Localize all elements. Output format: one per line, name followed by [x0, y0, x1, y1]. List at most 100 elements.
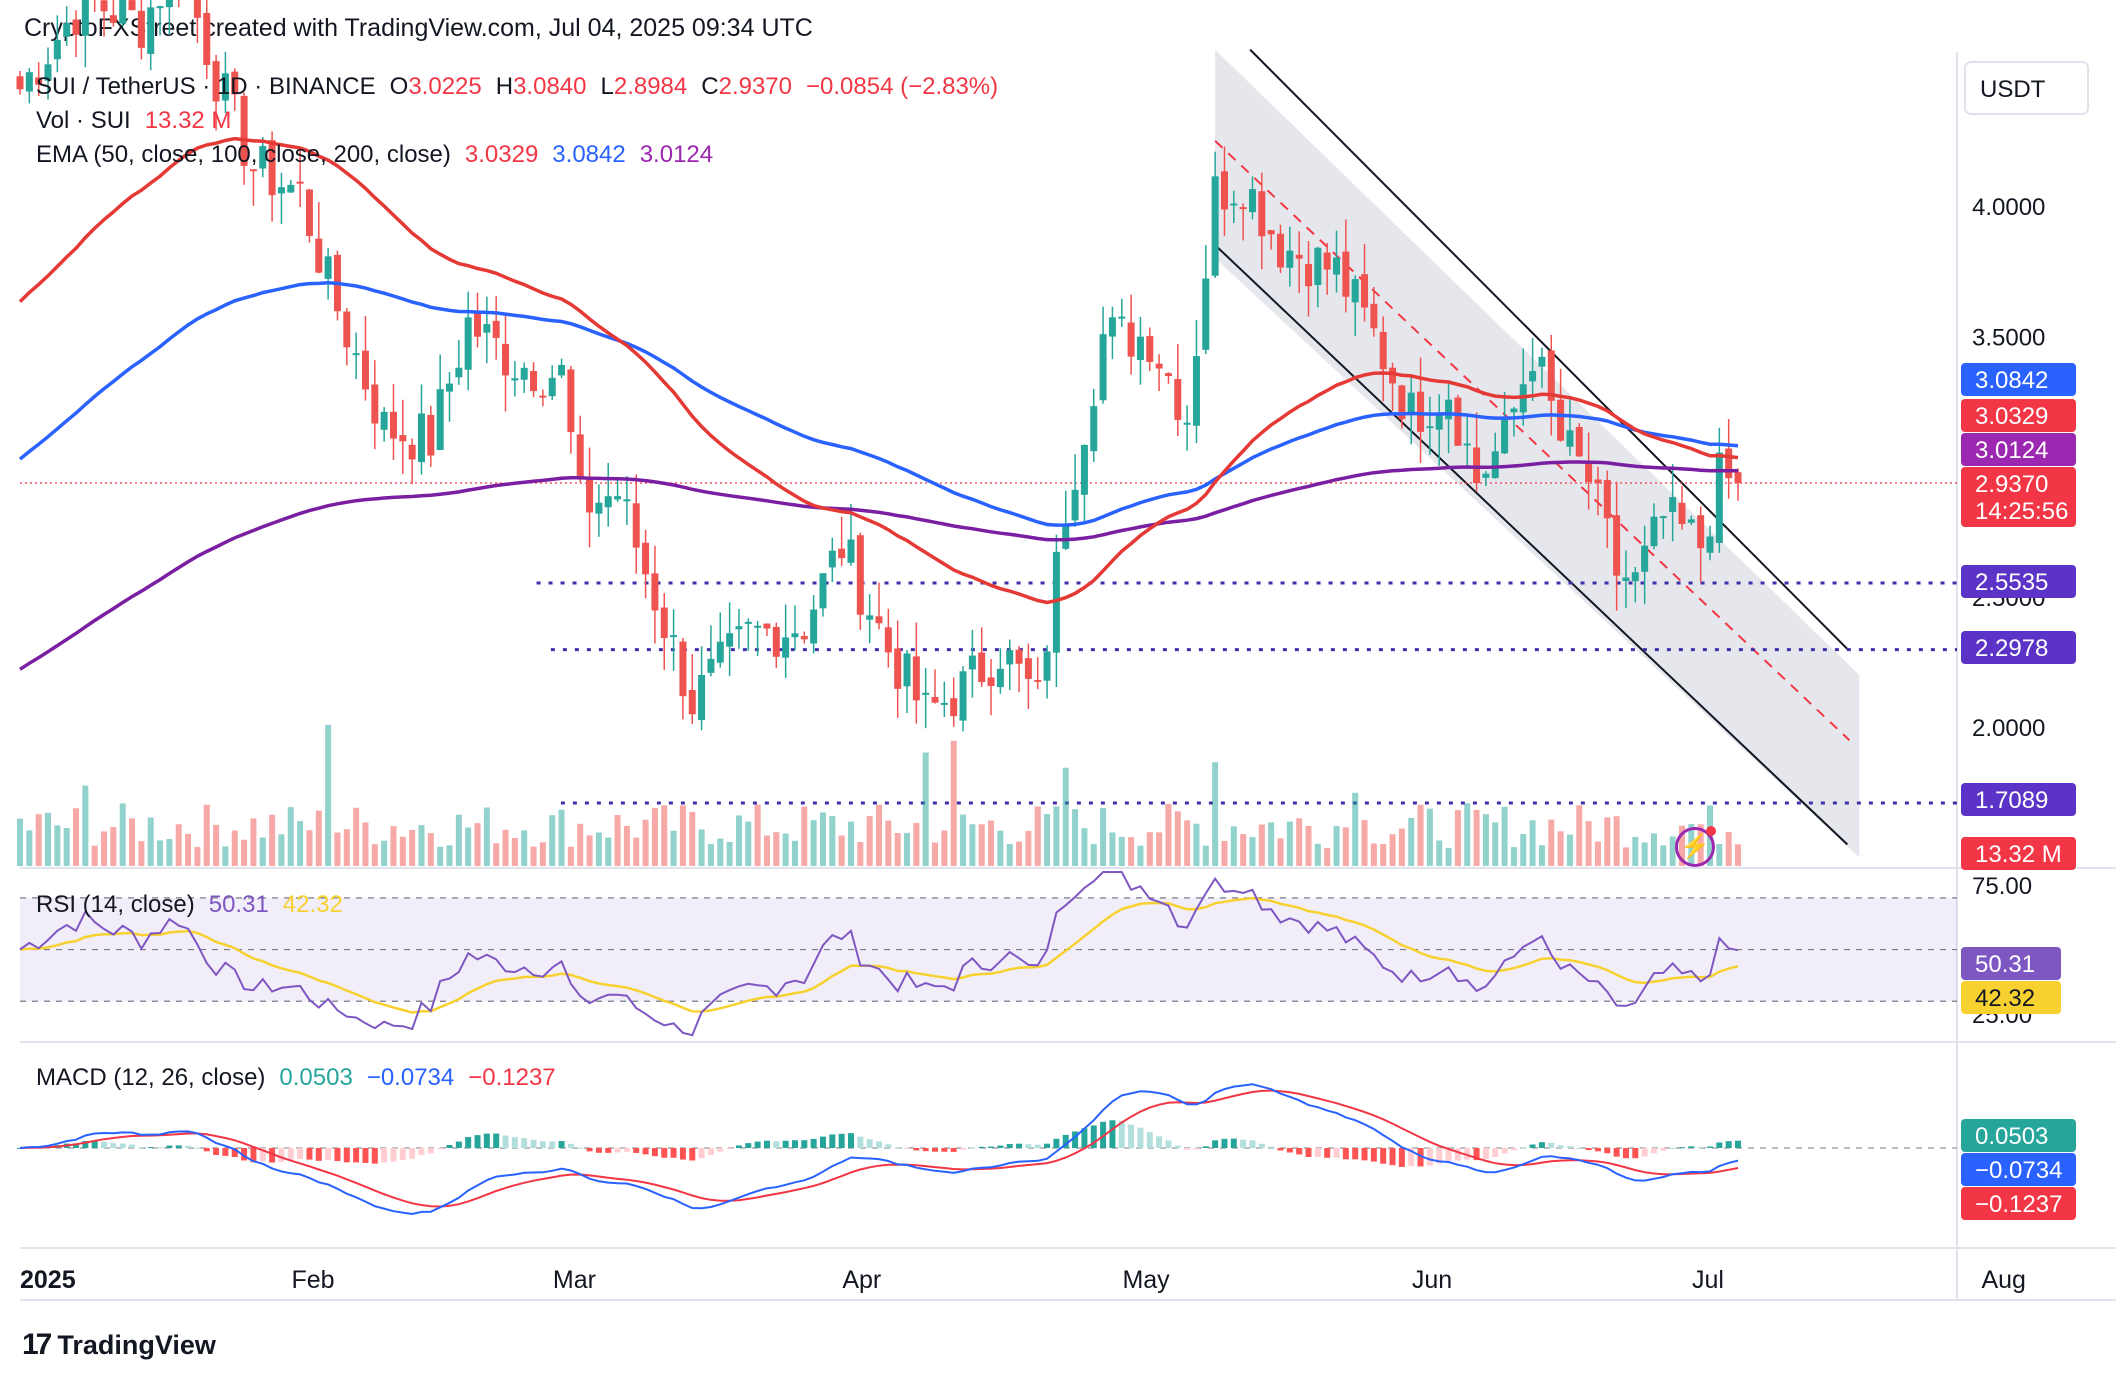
volume-bar [259, 837, 266, 866]
macd-histogram-bar [1100, 1121, 1107, 1148]
candle-body [1333, 257, 1341, 275]
macd-histogram-bar [1641, 1148, 1648, 1157]
volume-bar [1735, 844, 1742, 866]
volume-bar [1501, 806, 1508, 866]
time-tick-label: Apr [842, 1266, 881, 1294]
candle-body [1146, 336, 1154, 362]
volume-legend: Vol · SUI 13.32 M [36, 107, 231, 134]
volume-bar [465, 827, 472, 866]
descending-channel [1214, 48, 1860, 858]
candle-body [361, 350, 369, 390]
candle-body [679, 641, 687, 697]
candle-body [707, 658, 715, 673]
volume-bar [1230, 826, 1237, 866]
candle-body [277, 187, 285, 194]
volume-bar [343, 829, 350, 866]
candle-body [156, 6, 164, 9]
volume-bar [73, 808, 80, 866]
volume-bar [1408, 817, 1415, 866]
candle-body [1342, 251, 1350, 297]
candle-body [922, 692, 930, 695]
macd-histogram-bar [1454, 1148, 1461, 1161]
candle-body [548, 377, 556, 397]
volume-bar [1725, 832, 1732, 866]
volume-bar [1538, 845, 1545, 866]
macd-histogram-bar [679, 1148, 686, 1160]
volume-bar [325, 724, 332, 866]
macd-histogram-bar [427, 1148, 434, 1154]
volume-bar [1660, 845, 1667, 866]
candles [16, 0, 1742, 732]
volume-bar [1016, 841, 1023, 866]
volume-bar [857, 842, 864, 866]
candle-body [763, 623, 771, 629]
macd-signal-line [19, 1089, 1739, 1208]
candle-body [800, 635, 808, 640]
volume-bar [82, 785, 89, 866]
candle-body [1080, 444, 1088, 495]
macd-histogram-bar [1492, 1148, 1499, 1157]
macd-histogram-bar [1184, 1148, 1191, 1150]
volume-bar [493, 843, 500, 866]
macd-histogram-bar [1650, 1148, 1657, 1154]
volume-bar [222, 846, 229, 866]
candle-body [1659, 516, 1667, 519]
macd-histogram-bar [1585, 1148, 1592, 1151]
candle-body [1071, 489, 1079, 521]
candle-body [1351, 279, 1359, 303]
macd-histogram-bar [409, 1148, 416, 1159]
volume-bar [577, 823, 584, 866]
macd-histogram-bar [1240, 1139, 1247, 1148]
macd-histogram-bar [1268, 1146, 1275, 1148]
candle-body [847, 539, 855, 563]
candle-body [25, 72, 33, 92]
volume-bar [801, 806, 808, 866]
candle-body [1361, 274, 1369, 308]
candle-body [268, 140, 276, 196]
macd-histogram-bar [1221, 1138, 1228, 1148]
volume-bar [932, 842, 939, 866]
volume-bar [1473, 809, 1480, 866]
macd-histogram-bar [455, 1141, 462, 1148]
candle-body [203, 13, 211, 65]
volume-bar [1146, 832, 1153, 866]
volume-bar [1090, 844, 1097, 866]
price-badge [1961, 467, 2076, 500]
volume-bar [1025, 831, 1032, 866]
macd-histogram-bar [1072, 1131, 1079, 1148]
price-tick-label: 2.0000 [1972, 715, 2045, 742]
macd-histogram-bar [1044, 1143, 1051, 1148]
candle-body [1529, 371, 1537, 382]
macd-histogram-bar [876, 1141, 883, 1148]
macd-histogram-bar [1034, 1144, 1041, 1148]
candle-body [875, 616, 883, 624]
macd-histogram-bar [754, 1141, 761, 1148]
volume-bar [1062, 767, 1069, 866]
volume-bar [1305, 825, 1312, 866]
candle-body [1323, 252, 1331, 270]
macd-histogram-bar [1725, 1141, 1732, 1148]
candle-body [109, 15, 117, 23]
macd-histogram-bar [511, 1137, 518, 1148]
macd-histogram [17, 1120, 1742, 1167]
macd-histogram-bar [474, 1135, 481, 1148]
volume-bar [269, 814, 276, 866]
volume-bar [558, 809, 565, 866]
macd-histogram-bar [101, 1141, 108, 1148]
candle-body [511, 378, 519, 381]
macd-histogram-bar [1436, 1148, 1443, 1164]
macd-histogram-bar [138, 1147, 145, 1149]
rsi-badge [1961, 981, 2061, 1014]
volume-bar [399, 836, 406, 866]
flash-icon[interactable]: ⚡ [1675, 826, 1716, 867]
footer-brand: 17 TradingView [22, 1328, 216, 1362]
candle-body [1491, 451, 1499, 479]
macd-histogram-bar [1370, 1148, 1377, 1162]
time-tick-label: Mar [553, 1266, 596, 1294]
macd-histogram-bar [922, 1148, 929, 1152]
macd-histogram-bar [1389, 1148, 1396, 1166]
volume-bar [1576, 805, 1583, 866]
time-tick-label: May [1122, 1266, 1170, 1294]
price-badge-label: 3.0124 [1975, 437, 2048, 464]
